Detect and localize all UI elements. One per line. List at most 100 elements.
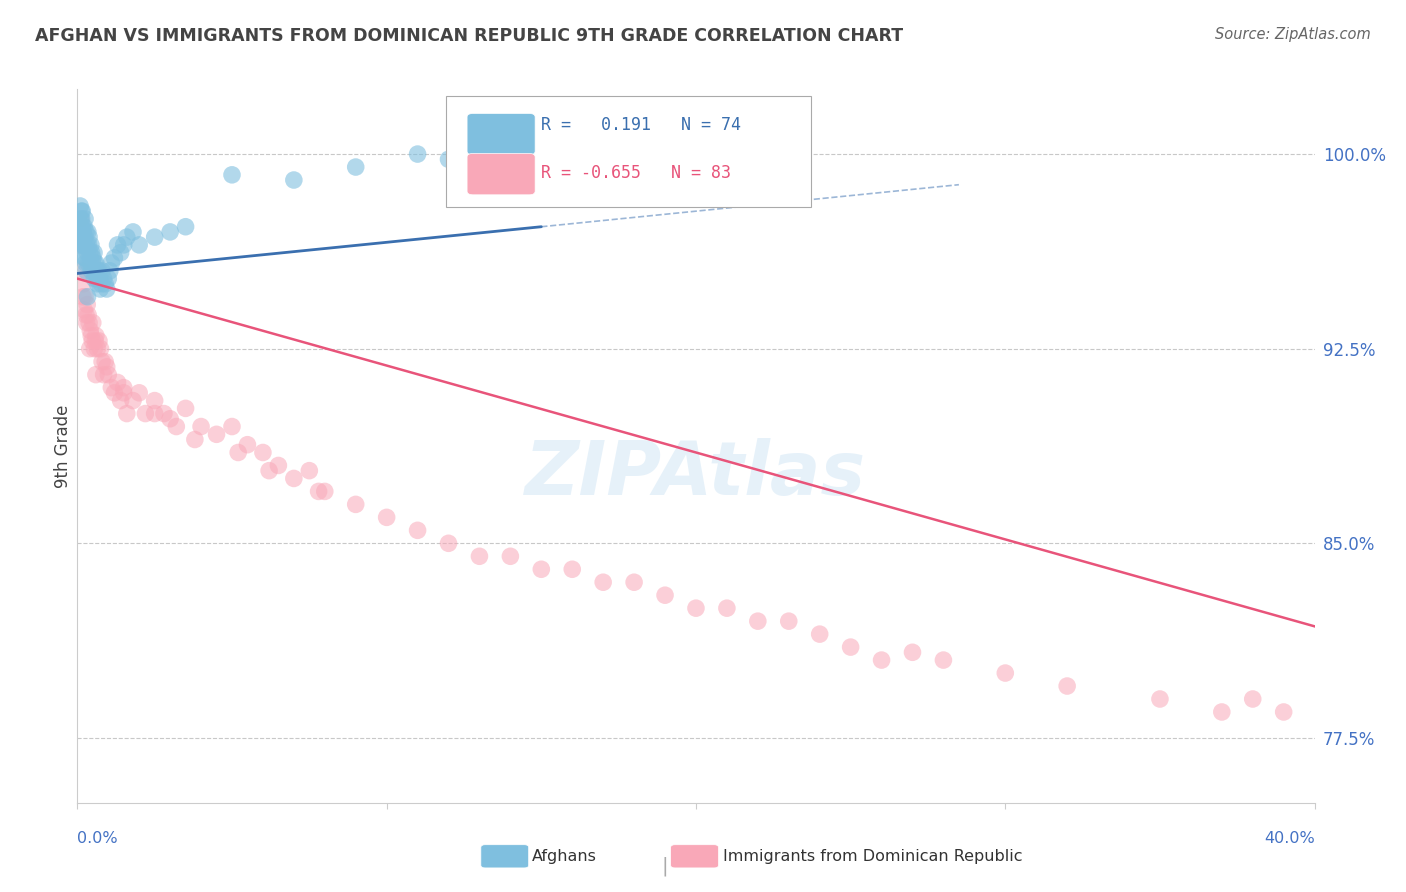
Point: [73, 219, 96, 234]
Point: [190, 419, 212, 434]
Point: [77, 308, 100, 322]
Point: [70, 211, 93, 226]
Point: [83, 271, 105, 285]
Point: [112, 385, 135, 400]
Point: [76, 238, 98, 252]
Point: [84, 334, 107, 348]
Point: [75, 308, 97, 322]
Point: [112, 238, 135, 252]
Point: [205, 427, 228, 442]
Text: Immigrants from Dominican Republic: Immigrants from Dominican Republic: [723, 849, 1022, 863]
Point: [870, 653, 893, 667]
Point: [82, 316, 104, 330]
Point: [84, 328, 107, 343]
Point: [107, 376, 129, 390]
Point: [174, 219, 197, 234]
Point: [592, 575, 614, 590]
Point: [70, 238, 93, 252]
Point: [87, 271, 110, 285]
Point: [623, 575, 645, 590]
Point: [69, 219, 91, 234]
Point: [530, 562, 553, 576]
Text: |: |: [662, 856, 668, 876]
Point: [93, 271, 115, 285]
Point: [174, 401, 197, 416]
Point: [67, 238, 90, 252]
Point: [83, 245, 105, 260]
Point: [84, 256, 107, 270]
Point: [72, 238, 94, 252]
Point: [1241, 692, 1264, 706]
Point: [70, 230, 93, 244]
Point: [236, 438, 259, 452]
Point: [72, 219, 94, 234]
Point: [308, 484, 330, 499]
Point: [103, 385, 125, 400]
Point: [76, 297, 98, 311]
Point: [375, 510, 398, 524]
Point: [75, 211, 96, 226]
Point: [90, 342, 112, 356]
Point: [73, 238, 96, 252]
Point: [70, 264, 93, 278]
Point: [257, 464, 280, 478]
Point: [86, 277, 108, 291]
Point: [82, 334, 104, 348]
Point: [110, 393, 132, 408]
Point: [778, 614, 800, 628]
Point: [1272, 705, 1295, 719]
Point: [84, 368, 107, 382]
Point: [406, 147, 429, 161]
Point: [76, 245, 98, 260]
Point: [80, 264, 103, 278]
Point: [165, 419, 187, 434]
Point: [82, 251, 104, 265]
Point: [86, 264, 108, 278]
Point: [97, 271, 120, 285]
Point: [314, 484, 336, 499]
Point: [100, 256, 122, 270]
Point: [184, 433, 207, 447]
Point: [96, 282, 118, 296]
Point: [561, 562, 583, 576]
Point: [747, 614, 769, 628]
Point: [87, 334, 110, 348]
Point: [91, 264, 114, 278]
Point: [226, 445, 249, 459]
Point: [86, 342, 108, 356]
Point: [90, 277, 112, 291]
Text: 0.0%: 0.0%: [77, 831, 118, 846]
Point: [107, 238, 129, 252]
Point: [839, 640, 862, 654]
Point: [75, 225, 97, 239]
Point: [122, 393, 145, 408]
Y-axis label: 9th Grade: 9th Grade: [53, 404, 72, 488]
Point: [406, 524, 429, 538]
Point: [84, 264, 107, 278]
Point: [72, 290, 94, 304]
Point: [69, 211, 91, 226]
Point: [654, 588, 676, 602]
Text: R =   0.191   N = 74: R = 0.191 N = 74: [541, 116, 741, 134]
Point: [159, 225, 181, 239]
Point: [75, 290, 96, 304]
Point: [143, 230, 166, 244]
Point: [73, 302, 96, 317]
Point: [97, 368, 120, 382]
Point: [69, 211, 91, 226]
Text: R = -0.655   N = 83: R = -0.655 N = 83: [541, 164, 731, 182]
FancyBboxPatch shape: [446, 96, 811, 207]
Point: [87, 264, 110, 278]
Point: [94, 354, 117, 368]
Point: [143, 393, 166, 408]
Point: [77, 230, 100, 244]
Point: [75, 251, 97, 265]
Point: [72, 277, 94, 291]
Point: [112, 381, 135, 395]
Point: [83, 342, 105, 356]
Point: [76, 225, 98, 239]
Point: [69, 199, 91, 213]
Point: [79, 245, 101, 260]
Text: Afghans: Afghans: [531, 849, 596, 863]
Point: [82, 256, 104, 270]
